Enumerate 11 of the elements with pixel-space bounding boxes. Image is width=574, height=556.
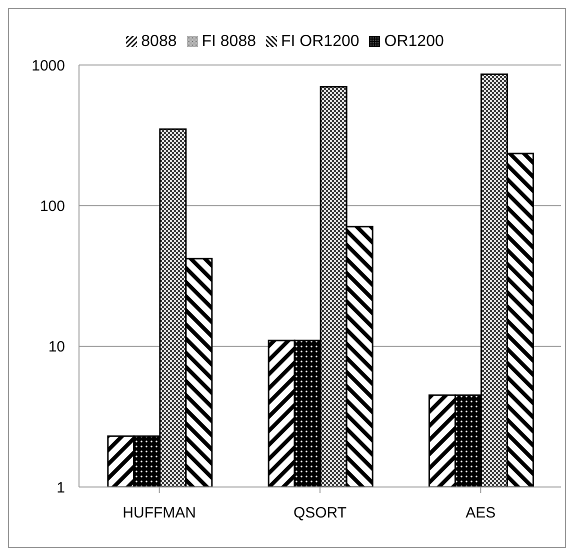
x-tick-label: HUFFMAN: [122, 504, 196, 522]
y-tick-label: 100: [40, 198, 65, 215]
legend-label: 8088: [141, 33, 177, 50]
y-tick-label: 1: [56, 479, 65, 496]
y-tick-label: 10: [48, 338, 65, 356]
x-tick-label: QSORT: [293, 504, 347, 522]
y-tick-label: 1000: [32, 57, 65, 74]
legend-label: FI OR1200: [281, 33, 360, 50]
legend-label: OR1200: [384, 33, 444, 50]
x-tick-label: AES: [466, 504, 496, 522]
legend-label: FI 8088: [202, 33, 256, 50]
